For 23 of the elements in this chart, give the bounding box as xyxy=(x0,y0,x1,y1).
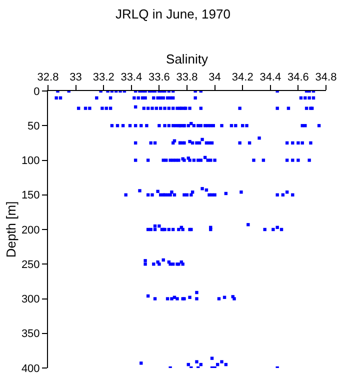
y-tick-label: 50 xyxy=(28,120,40,132)
y-tick-label: 100 xyxy=(21,155,40,168)
x-tick-label: 33.8 xyxy=(176,72,198,84)
x-tick-label: 34.4 xyxy=(260,72,282,84)
x-tick-label: 34.8 xyxy=(315,72,337,84)
y-tick-label: 150 xyxy=(21,190,40,202)
x-tick-label: 33.2 xyxy=(92,72,114,84)
x-axis-title: Salinity xyxy=(166,52,208,67)
x-tick-label: 34 xyxy=(208,72,221,84)
chart-title: JRLQ in June, 1970 xyxy=(116,6,230,22)
y-tick-label: 400 xyxy=(21,362,40,375)
x-tick-label: 33 xyxy=(70,72,82,84)
y-tick-label: 0 xyxy=(34,86,40,98)
x-tick-label: 33.6 xyxy=(148,72,170,84)
y-tick-label: 250 xyxy=(21,258,40,271)
x-tick-label: 34.2 xyxy=(232,72,254,84)
y-tick-label: 300 xyxy=(21,294,40,306)
x-tick-label: 34.6 xyxy=(287,72,309,84)
x-tick-label: 33.4 xyxy=(120,72,142,84)
y-tick-label: 350 xyxy=(21,328,40,340)
y-tick-label: 200 xyxy=(21,224,40,236)
x-tick-label: 32.8 xyxy=(37,72,59,84)
y-axis-title: Depth [m] xyxy=(3,201,18,258)
